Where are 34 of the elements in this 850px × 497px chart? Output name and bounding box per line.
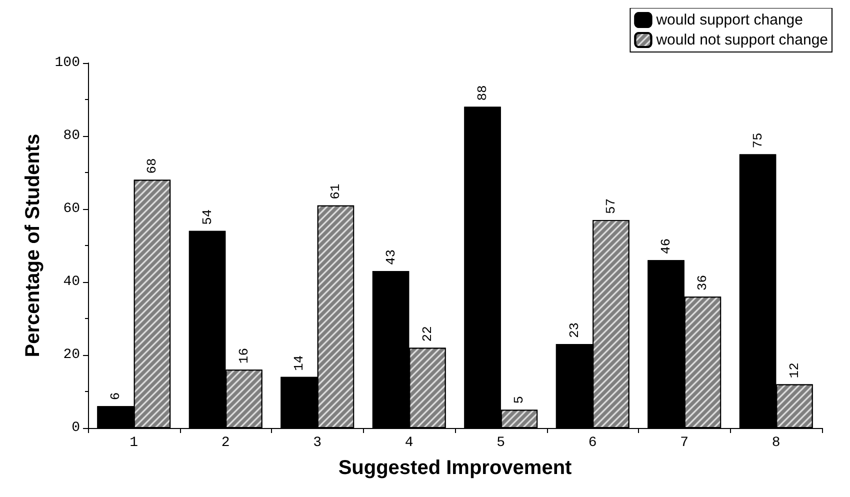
data-label: 23 xyxy=(566,322,582,338)
x-tick-label: 8 xyxy=(772,435,780,451)
x-tick-label: 2 xyxy=(221,435,230,451)
x-tick-label: 5 xyxy=(496,435,506,451)
legend-label: would not support change xyxy=(655,32,828,48)
y-tick-label: 40 xyxy=(63,274,80,290)
data-label: 5 xyxy=(512,396,527,404)
data-label: 36 xyxy=(695,274,710,291)
x-tick-label: 3 xyxy=(313,435,322,451)
data-label: 88 xyxy=(475,85,490,101)
x-axis-title: Suggested Improvement xyxy=(338,457,572,479)
data-label: 57 xyxy=(603,198,618,214)
y-axis-title: Percentage of Students xyxy=(22,134,44,358)
data-label: 61 xyxy=(328,184,344,200)
legend-label: would support change xyxy=(655,12,803,28)
data-label: 12 xyxy=(786,362,802,378)
x-tick-label: 1 xyxy=(130,435,138,451)
data-label: 22 xyxy=(420,326,435,342)
x-tick-label: 7 xyxy=(680,435,689,451)
data-label: 54 xyxy=(200,209,215,225)
data-label: 6 xyxy=(108,392,124,400)
x-tick-label: 4 xyxy=(404,435,414,451)
x-tick-label: 6 xyxy=(588,435,597,451)
data-label: 43 xyxy=(383,249,398,266)
y-tick-label: 0 xyxy=(72,420,80,436)
data-label: 68 xyxy=(144,158,160,174)
data-label: 75 xyxy=(750,132,766,148)
y-tick-label: 20 xyxy=(63,347,80,363)
y-tick-label: 100 xyxy=(54,55,80,71)
y-tick-label: 80 xyxy=(63,128,80,144)
y-tick-label: 60 xyxy=(63,201,80,217)
data-label: 16 xyxy=(236,348,252,364)
data-label: 46 xyxy=(658,238,674,254)
data-label: 14 xyxy=(292,355,307,371)
